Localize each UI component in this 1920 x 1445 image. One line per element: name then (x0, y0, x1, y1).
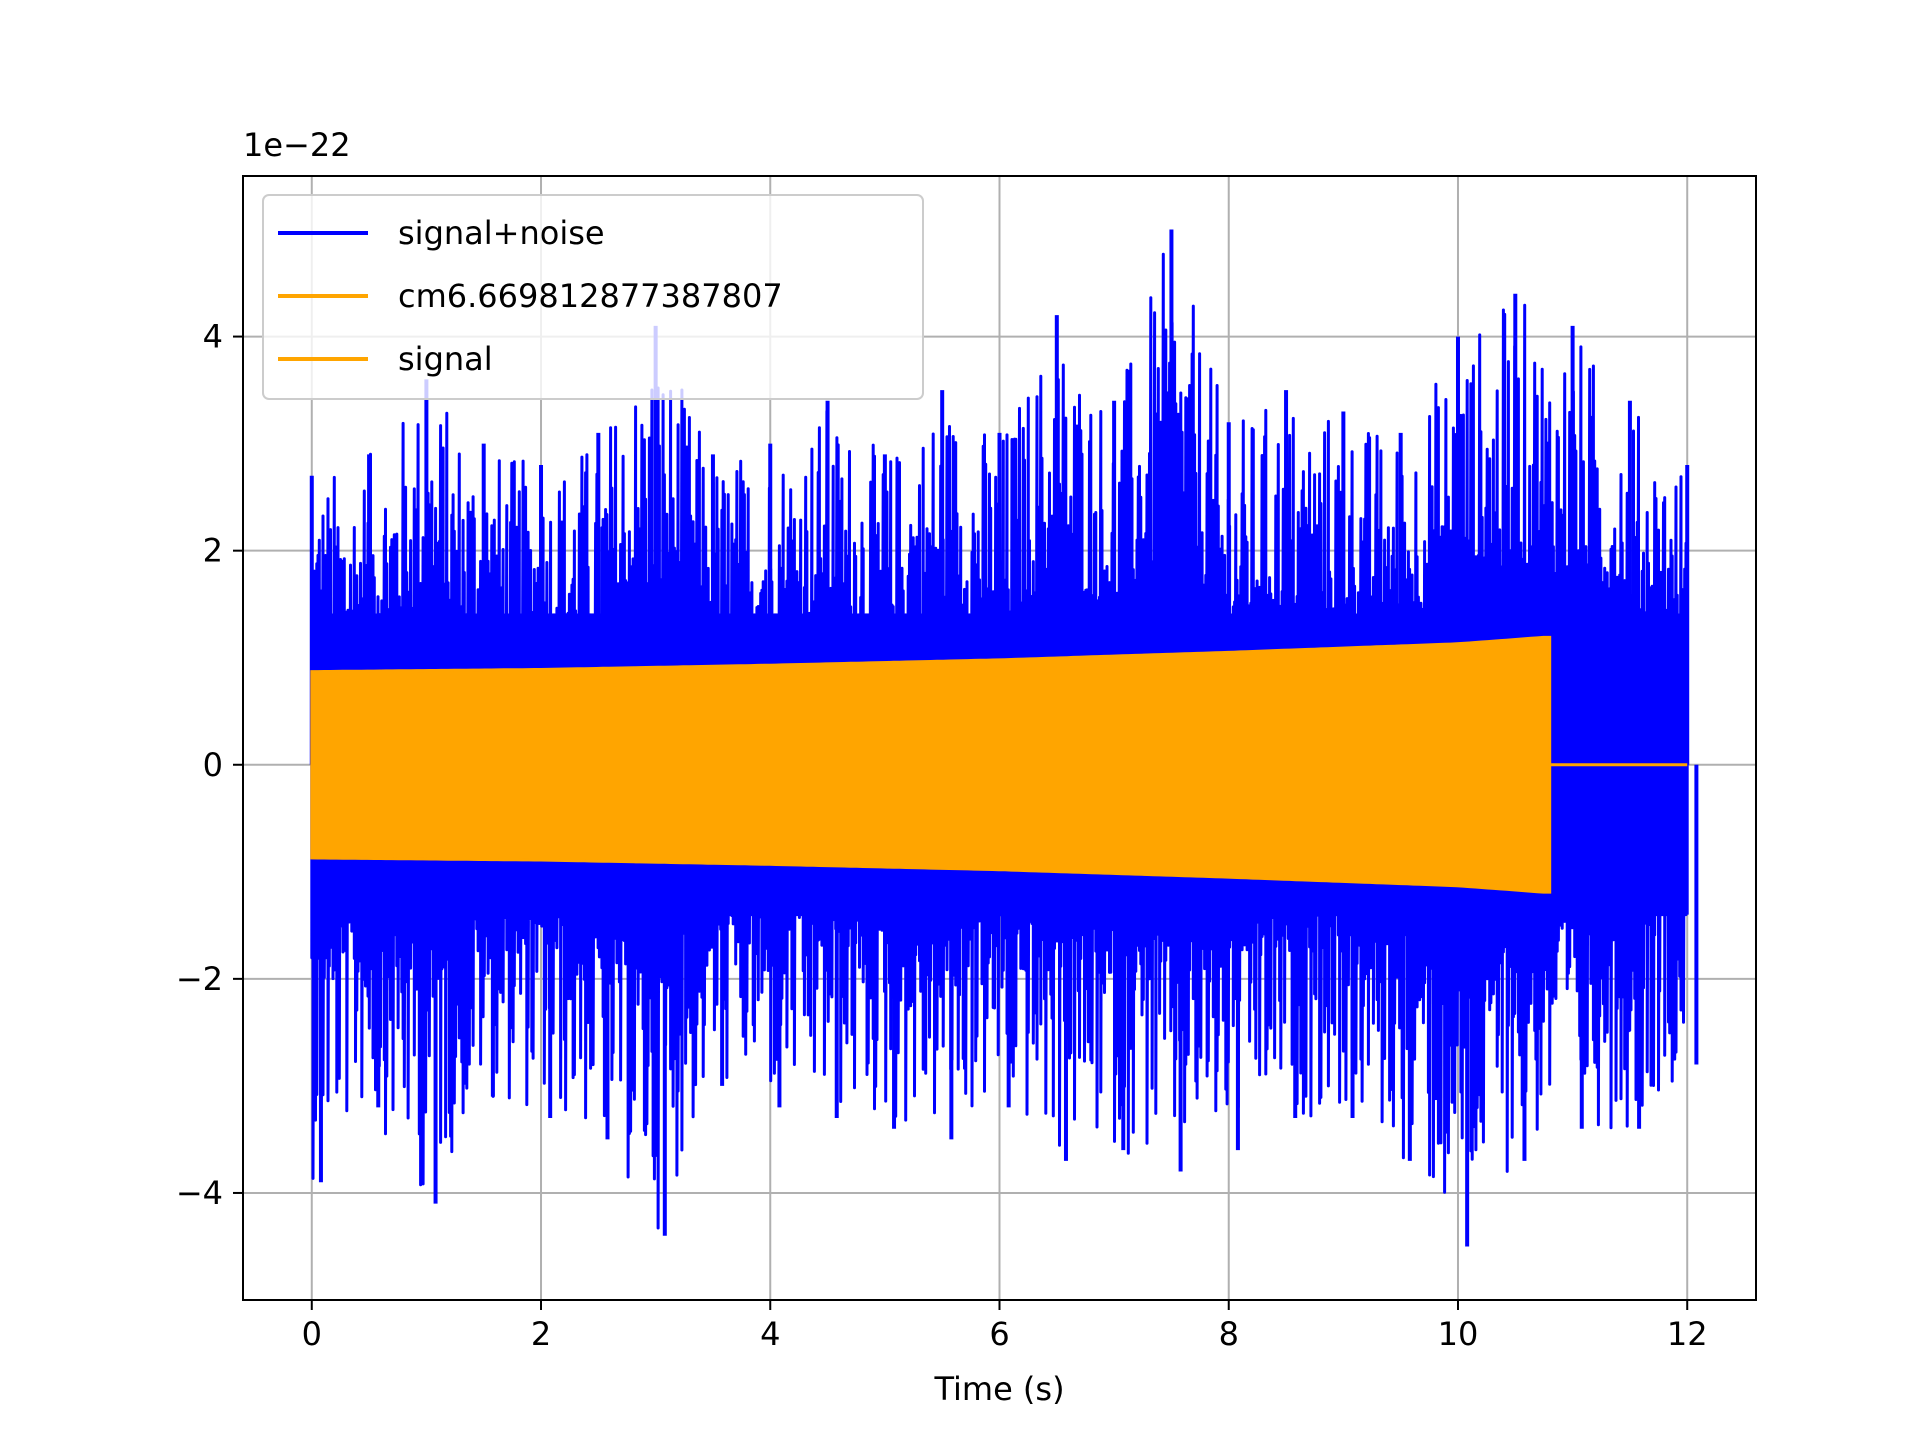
y-tick-label: −4 (176, 1174, 223, 1212)
x-tick-label: 2 (531, 1315, 551, 1353)
y-tick-label: 0 (203, 746, 223, 784)
x-tick-label: 4 (760, 1315, 780, 1353)
ticks: 0 2 4 6 8 10 12 −4 −2 0 2 4 (176, 318, 1708, 1353)
legend: signal+noise cm6.669812877387807 signal (262, 194, 924, 400)
series-layer (309, 229, 1699, 1247)
legend-label: signal (398, 340, 493, 378)
x-axis-label: Time (s) (933, 1370, 1064, 1408)
x-tick-label: 0 (302, 1315, 322, 1353)
y-tick-label: 2 (203, 532, 223, 570)
legend-label: signal+noise (398, 214, 605, 252)
x-tick-label: 8 (1219, 1315, 1239, 1353)
legend-box (262, 194, 924, 400)
x-tick-label: 6 (989, 1315, 1009, 1353)
y-tick-label: −2 (176, 960, 223, 998)
x-tick-label: 10 (1438, 1315, 1479, 1353)
y-tick-label: 4 (203, 318, 223, 356)
x-tick-label: 12 (1667, 1315, 1708, 1353)
y-offset-label: 1e−22 (243, 126, 351, 164)
legend-label: cm6.669812877387807 (398, 277, 783, 315)
series-area-signal (310, 635, 1552, 894)
